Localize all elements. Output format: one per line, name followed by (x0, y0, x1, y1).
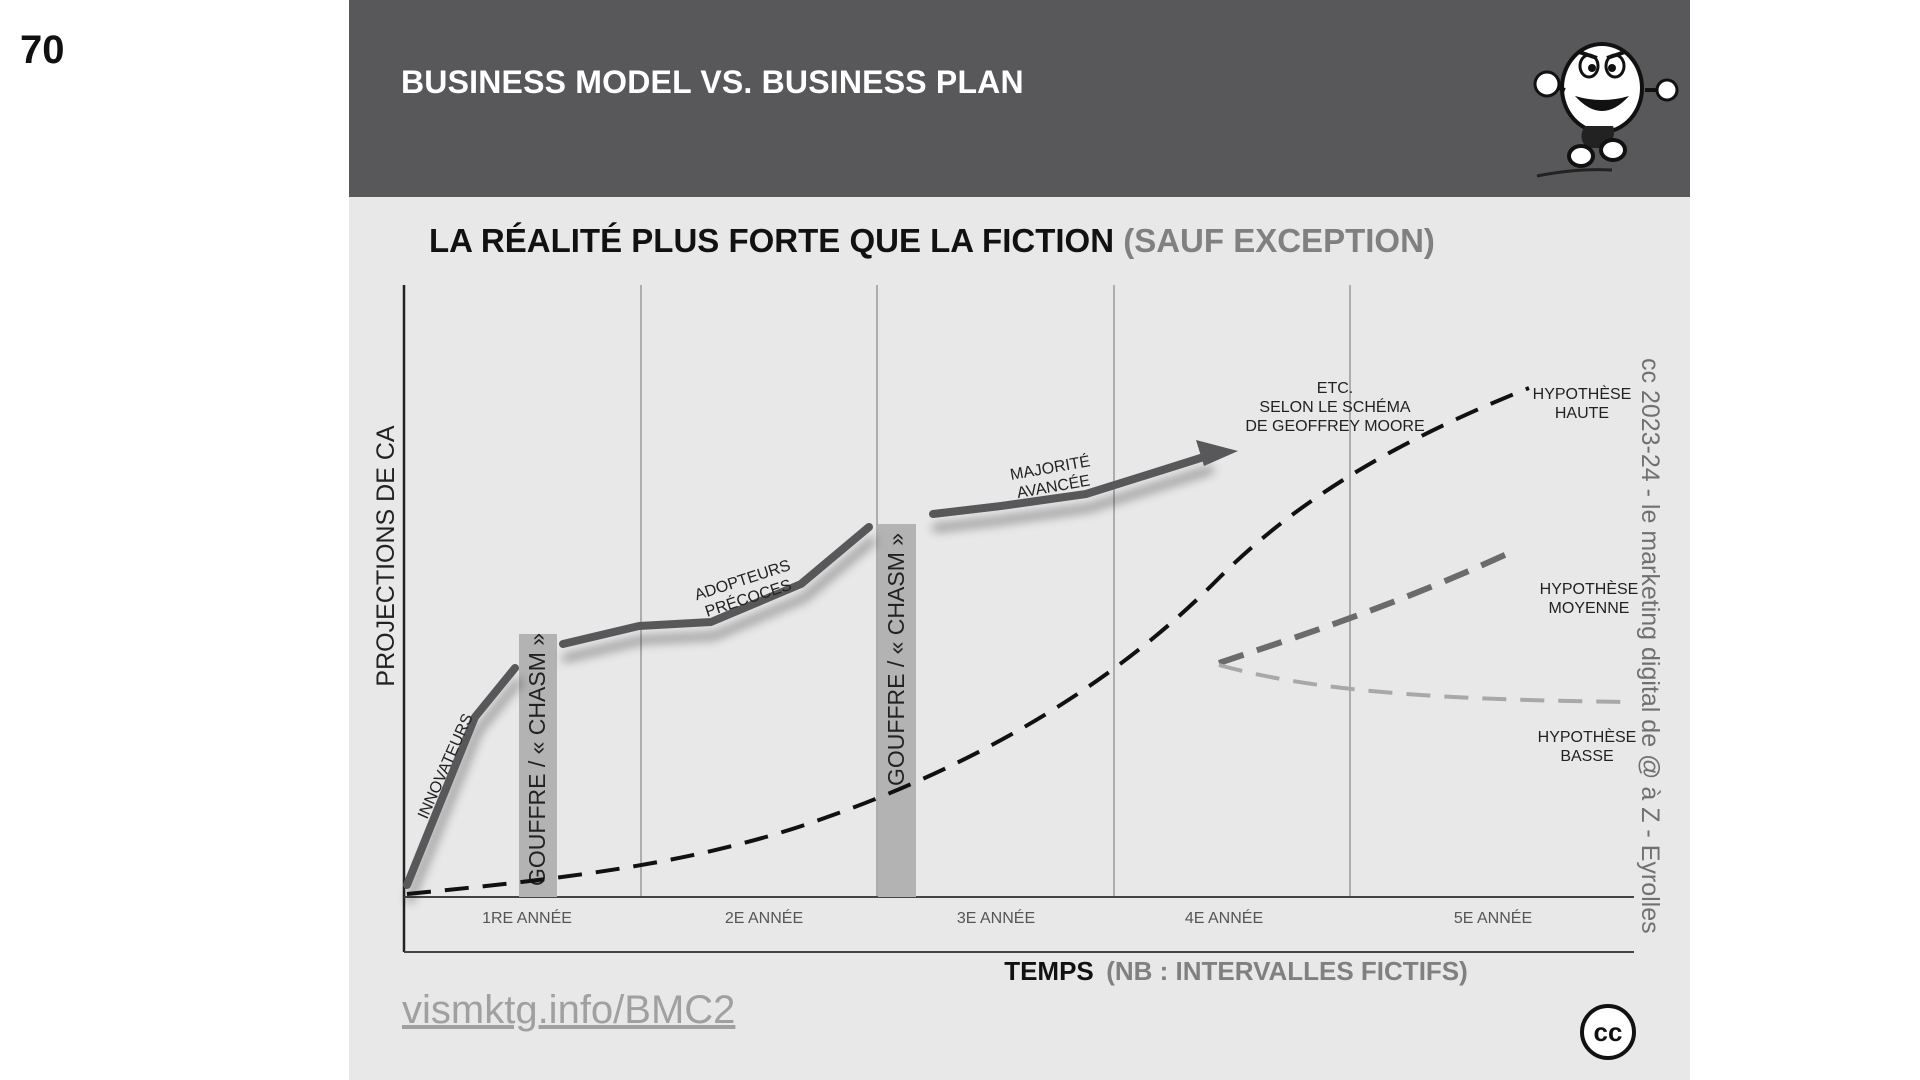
hypothesis-high-line1: HYPOTHÈSE (1533, 384, 1632, 403)
period-label: 2E ANNÉE (725, 908, 803, 927)
creative-commons-icon: cc (1580, 1004, 1636, 1060)
etc-note-line: SELON LE SCHÉMA (1259, 397, 1410, 416)
segment-innovators (403, 664, 519, 889)
hypothesis-low-line (1218, 663, 1635, 704)
early-majority-arrowhead (1196, 440, 1238, 466)
y-axis-label: PROJECTIONS DE CA (372, 425, 400, 686)
hypothesis-high-line (406, 386, 1530, 896)
hypothesis-high-label: HYPOTHÈSE HAUTE (1533, 384, 1632, 422)
hypothesis-medium-label: HYPOTHÈSE MOYENNE (1540, 579, 1639, 617)
x-axis-label: TEMPS (NB : INTERVALLES FICTIFS) (1004, 956, 1468, 986)
innovators-label: INNOVATEURS (415, 711, 477, 821)
hypothesis-low-line1: HYPOTHÈSE (1538, 727, 1637, 746)
diagram-subtitle: LA RÉALITÉ PLUS FORTE QUE LA FICTION (SA… (429, 222, 1435, 260)
period-label: 1RE ANNÉE (482, 908, 572, 927)
etc-note-line: ETC. (1317, 380, 1353, 397)
etc-note: ETC. SELON LE SCHÉMA DE GEOFFREY MOORE (1245, 380, 1424, 435)
mascot-icon (1533, 42, 1679, 178)
hypothesis-low-line2: BASSE (1560, 748, 1613, 765)
hypothesis-medium-line2: MOYENNE (1549, 600, 1630, 617)
segment-early-majority (929, 452, 1211, 518)
hypothesis-medium-line (1218, 550, 1511, 666)
source-link[interactable]: vismktg.info/BMC2 (402, 988, 736, 1032)
chasm-diagram: GOUFFRE / « CHASM » GOUFFRE / « CHASM » … (372, 285, 1639, 986)
chasm-label-2: GOUFFRE / « CHASM » (883, 533, 909, 786)
gridlines (640, 285, 1351, 897)
subtitle-note: (SAUF EXCEPTION) (1123, 222, 1435, 259)
period-label: 3E ANNÉE (957, 908, 1035, 927)
early-adopters-label: ADOPTEURS PRÉCOCES (693, 557, 794, 620)
hypothesis-low-label: HYPOTHÈSE BASSE (1538, 727, 1637, 765)
x-axis-label-note: (NB : INTERVALLES FICTIFS) (1106, 956, 1468, 986)
cc-badge-text: cc (1594, 1017, 1623, 1047)
hypothesis-medium-line1: HYPOTHÈSE (1540, 579, 1639, 598)
period-labels: 1RE ANNÉE 2E ANNÉE 3E ANNÉE 4E ANNÉE 5E … (482, 908, 1532, 927)
reality-curve (403, 452, 1211, 889)
period-label: 4E ANNÉE (1185, 908, 1263, 927)
etc-note-line: DE GEOFFREY MOORE (1245, 418, 1424, 435)
page-number: 70 (20, 28, 65, 72)
segment-early-adopters (559, 523, 873, 648)
period-label: 5E ANNÉE (1454, 908, 1532, 927)
hypothesis-high-line2: HAUTE (1555, 405, 1609, 422)
chasm-bar-2 (878, 524, 916, 897)
chasm-label-1: GOUFFRE / « CHASM » (524, 633, 550, 886)
slide-title: BUSINESS MODEL VS. BUSINESS PLAN (401, 64, 1024, 100)
slide-header: BUSINESS MODEL VS. BUSINESS PLAN (349, 0, 1690, 197)
x-axis-label-main: TEMPS (1004, 956, 1094, 986)
slide: BUSINESS MODEL VS. BUSINESS PLAN LA RÉAL… (349, 0, 1690, 1080)
side-credit: cc 2023-24 - le marketing digital de @ à… (1636, 358, 1664, 934)
chasm-bar-1 (519, 634, 557, 897)
subtitle-main: LA RÉALITÉ PLUS FORTE QUE LA FICTION (429, 222, 1115, 259)
